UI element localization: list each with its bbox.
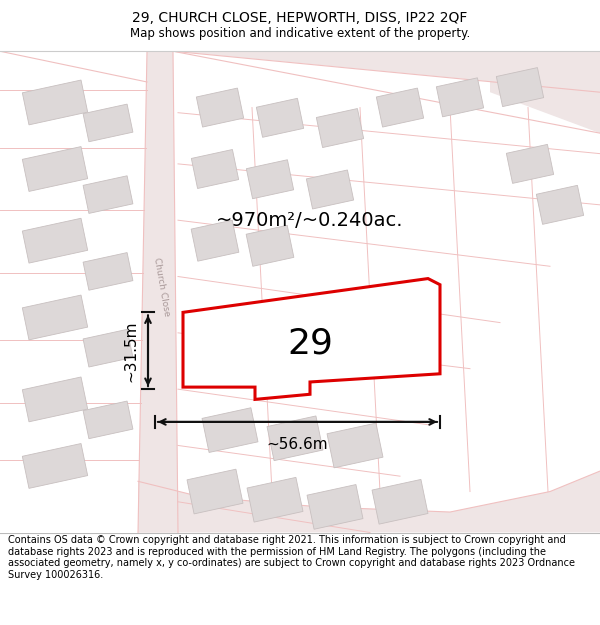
Text: 29: 29 bbox=[287, 326, 333, 360]
Polygon shape bbox=[83, 176, 133, 213]
Polygon shape bbox=[191, 220, 239, 261]
Polygon shape bbox=[316, 109, 364, 148]
Text: Church Close: Church Close bbox=[152, 257, 172, 317]
Polygon shape bbox=[22, 80, 88, 125]
Polygon shape bbox=[490, 51, 600, 133]
Polygon shape bbox=[22, 218, 88, 263]
Polygon shape bbox=[246, 225, 294, 266]
Polygon shape bbox=[173, 51, 600, 92]
Text: Map shows position and indicative extent of the property.: Map shows position and indicative extent… bbox=[130, 27, 470, 40]
Polygon shape bbox=[22, 147, 88, 191]
Polygon shape bbox=[83, 253, 133, 290]
Polygon shape bbox=[183, 279, 440, 399]
Polygon shape bbox=[307, 170, 353, 209]
Polygon shape bbox=[22, 377, 88, 422]
Polygon shape bbox=[187, 469, 243, 514]
Text: ~970m²/~0.240ac.: ~970m²/~0.240ac. bbox=[216, 211, 404, 230]
Polygon shape bbox=[436, 78, 484, 117]
Polygon shape bbox=[202, 408, 258, 452]
Polygon shape bbox=[138, 51, 178, 532]
Polygon shape bbox=[83, 401, 133, 439]
Text: ~56.6m: ~56.6m bbox=[266, 438, 328, 452]
Polygon shape bbox=[22, 295, 88, 340]
Polygon shape bbox=[506, 144, 554, 183]
Text: ~31.5m: ~31.5m bbox=[123, 320, 138, 381]
Polygon shape bbox=[247, 478, 303, 522]
Polygon shape bbox=[496, 68, 544, 107]
Polygon shape bbox=[83, 104, 133, 142]
Text: 29, CHURCH CLOSE, HEPWORTH, DISS, IP22 2QF: 29, CHURCH CLOSE, HEPWORTH, DISS, IP22 2… bbox=[133, 11, 467, 25]
Polygon shape bbox=[256, 98, 304, 138]
Polygon shape bbox=[83, 329, 133, 367]
Polygon shape bbox=[327, 423, 383, 468]
Polygon shape bbox=[536, 186, 584, 224]
Polygon shape bbox=[307, 484, 363, 529]
Polygon shape bbox=[372, 479, 428, 524]
Polygon shape bbox=[247, 160, 293, 199]
Polygon shape bbox=[196, 88, 244, 127]
Polygon shape bbox=[376, 88, 424, 127]
Polygon shape bbox=[267, 416, 323, 461]
Polygon shape bbox=[138, 471, 600, 532]
Text: Contains OS data © Crown copyright and database right 2021. This information is : Contains OS data © Crown copyright and d… bbox=[8, 535, 575, 580]
Polygon shape bbox=[191, 149, 239, 189]
Polygon shape bbox=[22, 444, 88, 488]
